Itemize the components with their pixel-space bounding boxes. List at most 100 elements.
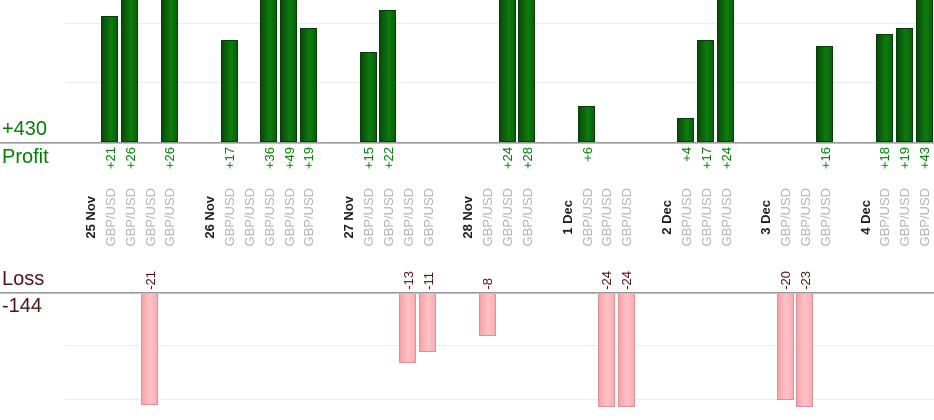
symbol-label-text: GBP/USD	[876, 187, 892, 247]
loss-value-label: -23	[798, 271, 813, 290]
date-label-text: 1 Dec	[559, 199, 575, 235]
date-label-text: 2 Dec	[658, 199, 674, 235]
symbol-label: GBP/USD	[914, 185, 934, 249]
profit-bar	[300, 28, 317, 142]
date-label: 2 Dec	[656, 185, 676, 249]
symbol-label-text: GBP/USD	[400, 187, 416, 247]
symbol-label-text: GBP/USD	[678, 187, 694, 247]
profit-bar	[280, 0, 297, 142]
loss-bar	[419, 293, 436, 352]
profit-bar	[379, 10, 396, 142]
profit-bar	[499, 0, 516, 142]
profit-value-label: +21	[103, 147, 118, 170]
symbol-label-text: GBP/USD	[102, 187, 118, 247]
symbol-label: GBP/USD	[358, 185, 378, 249]
symbol-label: GBP/USD	[477, 185, 497, 249]
loss-value-label: -11	[421, 272, 436, 290]
loss-bar	[777, 293, 794, 400]
loss-bar	[479, 293, 496, 336]
symbol-label-text: GBP/USD	[797, 187, 813, 247]
date-label: 26 Nov	[199, 185, 219, 249]
profit-value-label: +17	[699, 147, 714, 170]
date-label: 28 Nov	[457, 185, 477, 249]
profit-value-label: +36	[262, 147, 277, 170]
profit-axis-label: Profit	[2, 146, 49, 168]
symbol-label-text: GBP/USD	[698, 187, 714, 247]
profit-bar	[896, 28, 913, 142]
profit-total-label: +430	[2, 118, 48, 140]
symbol-label: GBP/USD	[577, 185, 597, 249]
loss-value-label: -8	[480, 278, 495, 290]
symbol-label: GBP/USD	[259, 185, 279, 249]
date-label-text: 27 Nov	[340, 195, 356, 239]
symbol-label: GBP/USD	[398, 185, 418, 249]
profit-value-label: +4	[679, 147, 694, 162]
symbol-label-text: GBP/USD	[261, 187, 277, 247]
profit-bar	[916, 0, 933, 142]
date-label: 1 Dec	[557, 185, 577, 249]
symbol-label: GBP/USD	[378, 185, 398, 249]
symbol-label-text: GBP/USD	[281, 187, 297, 247]
symbol-label-text: GBP/USD	[142, 187, 158, 247]
symbol-label-text: GBP/USD	[300, 187, 316, 247]
date-label-text: 26 Nov	[201, 195, 217, 239]
loss-total-label: -144	[2, 295, 43, 317]
symbol-label: GBP/USD	[497, 185, 517, 249]
symbol-label-text: GBP/USD	[122, 187, 138, 247]
profit-bar	[360, 52, 377, 142]
profit-value-label: +15	[361, 147, 376, 170]
symbol-label: GBP/USD	[219, 185, 239, 249]
symbol-label-text: GBP/USD	[817, 187, 833, 247]
symbol-label: GBP/USD	[874, 185, 894, 249]
symbol-label-text: GBP/USD	[241, 187, 257, 247]
date-label: 4 Dec	[855, 185, 875, 249]
loss-value-label: -24	[599, 271, 614, 290]
symbol-label: GBP/USD	[100, 185, 120, 249]
date-label-text: 3 Dec	[757, 199, 773, 235]
symbol-label: GBP/USD	[596, 185, 616, 249]
symbol-label: GBP/USD	[676, 185, 696, 249]
profit-bar	[518, 0, 535, 142]
symbol-label-text: GBP/USD	[598, 187, 614, 247]
loss-value-label: -24	[619, 271, 634, 290]
profit-bar	[717, 0, 734, 142]
profit-bar	[816, 46, 833, 142]
date-label: 25 Nov	[80, 185, 100, 249]
profit-bar	[578, 106, 595, 142]
symbol-label-text: GBP/USD	[916, 187, 932, 247]
symbol-label: GBP/USD	[418, 185, 438, 249]
loss-bar	[618, 293, 635, 407]
symbol-label: GBP/USD	[239, 185, 259, 249]
profit-bar	[876, 34, 893, 142]
loss-bar	[796, 293, 813, 407]
symbol-label: GBP/USD	[716, 185, 736, 249]
date-label-text: 28 Nov	[459, 195, 475, 239]
profit-bar	[101, 16, 118, 142]
loss-value-label: -20	[778, 271, 793, 290]
date-label-text: 4 Dec	[857, 199, 873, 235]
symbol-label-text: GBP/USD	[479, 187, 495, 247]
profit-value-label: +19	[897, 147, 912, 170]
profit-value-label: +19	[301, 147, 316, 170]
date-label: 27 Nov	[338, 185, 358, 249]
symbol-label-text: GBP/USD	[221, 187, 237, 247]
profit-value-label: +17	[222, 147, 237, 170]
loss-axis-label: Loss	[2, 268, 45, 290]
symbol-label-text: GBP/USD	[718, 187, 734, 247]
symbol-label: GBP/USD	[795, 185, 815, 249]
loss-bar	[399, 293, 416, 363]
symbol-label: GBP/USD	[894, 185, 914, 249]
symbol-label-text: GBP/USD	[499, 187, 515, 247]
loss-bar	[141, 293, 158, 405]
loss-bar	[598, 293, 615, 407]
loss-value-label: -13	[401, 271, 416, 290]
profit-value-label: +24	[500, 147, 515, 170]
loss-value-label: -21	[143, 271, 158, 290]
profit-value-label: +43	[917, 147, 932, 170]
loss-gridline-10	[65, 345, 934, 346]
symbol-label-text: GBP/USD	[896, 187, 912, 247]
profit-value-label: +26	[162, 147, 177, 170]
symbol-label: GBP/USD	[159, 185, 179, 249]
symbol-label: GBP/USD	[120, 185, 140, 249]
symbol-label: GBP/USD	[696, 185, 716, 249]
